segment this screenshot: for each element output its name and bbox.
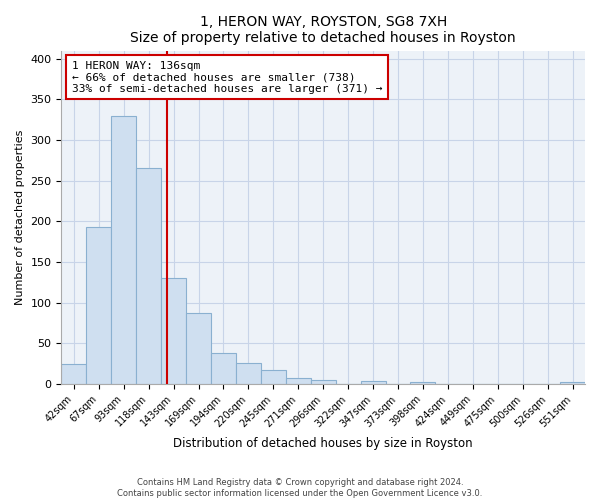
Bar <box>261 370 286 384</box>
Bar <box>186 314 211 384</box>
Bar <box>86 227 111 384</box>
Bar <box>410 382 436 384</box>
Bar <box>560 382 585 384</box>
Y-axis label: Number of detached properties: Number of detached properties <box>15 130 25 305</box>
Bar <box>361 381 386 384</box>
Bar <box>61 364 86 384</box>
Bar <box>136 168 161 384</box>
Bar <box>286 378 311 384</box>
Bar <box>111 116 136 384</box>
Bar <box>311 380 335 384</box>
Text: Contains HM Land Registry data © Crown copyright and database right 2024.
Contai: Contains HM Land Registry data © Crown c… <box>118 478 482 498</box>
Title: 1, HERON WAY, ROYSTON, SG8 7XH
Size of property relative to detached houses in R: 1, HERON WAY, ROYSTON, SG8 7XH Size of p… <box>130 15 516 45</box>
Bar <box>161 278 186 384</box>
Bar <box>211 353 236 384</box>
X-axis label: Distribution of detached houses by size in Royston: Distribution of detached houses by size … <box>173 437 473 450</box>
Bar <box>236 363 261 384</box>
Text: 1 HERON WAY: 136sqm
← 66% of detached houses are smaller (738)
33% of semi-detac: 1 HERON WAY: 136sqm ← 66% of detached ho… <box>72 60 382 94</box>
